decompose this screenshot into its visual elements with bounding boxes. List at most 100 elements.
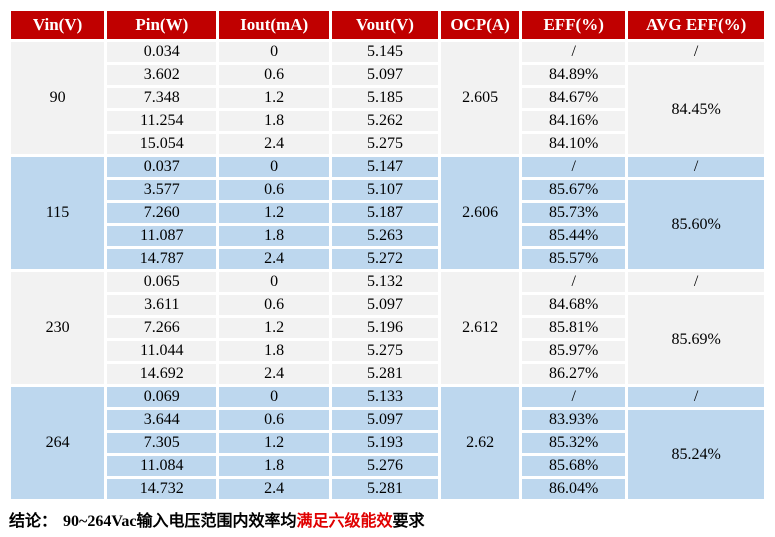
pin-cell: 11.087 (104, 223, 220, 249)
pin-cell: 3.602 (104, 62, 220, 88)
iout-cell: 2.4 (216, 131, 332, 157)
col-header-iout: Iout(mA) (216, 8, 332, 42)
table-row: 230 0.065 0 5.132 2.612// (7, 269, 767, 387)
col-header-ocp: OCP(A) (438, 8, 523, 42)
eff-cell: / (519, 269, 629, 295)
header-row: Vin(V) Pin(W) Iout(mA) Vout(V) OCP(A) EF… (7, 8, 767, 42)
iout-cell: 0.6 (216, 407, 332, 433)
eff-cell: 84.16% (519, 108, 629, 134)
table-row: 11.087 1.8 5.263 85.44% (10, 223, 766, 249)
eff-cell: 85.97% (519, 338, 629, 364)
eff-cell: / (519, 384, 629, 410)
vout-cell: 5.097 (328, 407, 442, 433)
pin-cell: 0.034 (104, 39, 220, 65)
vout-cell: 5.147 (328, 154, 442, 180)
eff-cell: 85.57% (519, 246, 629, 272)
vout-cell: 5.281 (328, 361, 442, 387)
eff-cell: 84.89% (519, 62, 629, 88)
iout-cell: 2.4 (216, 476, 332, 502)
eff-cell: 86.27% (519, 361, 629, 387)
pin-cell: 7.305 (104, 430, 220, 456)
iout-cell: 0 (216, 269, 332, 295)
eff-cell: 85.44% (519, 223, 629, 249)
eff-cell: 85.32% (519, 430, 629, 456)
iout-cell: 0 (216, 384, 332, 410)
vout-cell: 5.185 (328, 85, 442, 111)
iout-cell: 2.4 (216, 361, 332, 387)
vout-cell: 5.097 (328, 62, 442, 88)
pin-cell: 3.577 (104, 177, 220, 203)
pin-cell: 14.732 (104, 476, 220, 502)
table-row: 3.602 0.6 5.097 84.89% 84.45% (10, 62, 767, 157)
iout-cell: 0.6 (216, 62, 332, 88)
col-header-vin: Vin(V) (7, 8, 108, 42)
ocp-cell: 2.605 (438, 39, 523, 157)
eff-cell: / (519, 39, 629, 65)
vout-cell: 5.097 (328, 292, 442, 318)
table-body: 90 0.034 0 5.145 2.605//3.602 0.6 5.097 84.89% 8… (7, 39, 767, 502)
vin-cell: 115 (7, 154, 108, 272)
eff-cell: 85.68% (519, 453, 629, 479)
iout-cell: 1.2 (216, 315, 332, 341)
conclusion-text-before: 90~264Vac输入电压范围内效率均 (63, 513, 297, 530)
vin-cell: 264 (7, 384, 108, 502)
pin-cell: 7.348 (104, 85, 220, 111)
table-row: 15.054 2.4 5.275 84.10% (10, 131, 766, 157)
table-row: 11.084 1.8 5.276 85.68% (10, 453, 766, 479)
vout-cell: 5.263 (328, 223, 442, 249)
eff-cell: / (519, 154, 629, 180)
iout-cell: 1.8 (216, 338, 332, 364)
vout-cell: 5.187 (328, 200, 442, 226)
pin-cell: 0.037 (104, 154, 220, 180)
avg-eff-cell: 85.24% (625, 407, 767, 502)
table-row: 7.348 1.2 5.185 84.67% (10, 85, 766, 111)
iout-cell: 0 (216, 39, 332, 65)
iout-cell: 1.2 (216, 85, 332, 111)
eff-cell: 86.04% (519, 476, 629, 502)
pin-cell: 14.692 (104, 361, 220, 387)
eff-cell: 85.67% (519, 177, 629, 203)
ocp-cell: 2.606 (438, 154, 523, 272)
pin-cell: 14.787 (104, 246, 220, 272)
ocp-cell: 2.612 (438, 269, 523, 387)
iout-cell: 2.4 (216, 246, 332, 272)
iout-cell: 0.6 (216, 292, 332, 318)
efficiency-table: Vin(V) Pin(W) Iout(mA) Vout(V) OCP(A) EF… (7, 8, 767, 502)
avg-eff-cell: 85.69% (625, 292, 767, 387)
pin-cell: 3.611 (104, 292, 220, 318)
conclusion-text-after: 要求 (392, 513, 425, 530)
pin-cell: 15.054 (104, 131, 220, 157)
pin-cell: 0.069 (104, 384, 220, 410)
col-header-eff: EFF(%) (519, 8, 629, 42)
vout-cell: 5.281 (328, 476, 442, 502)
table-row: 3.577 0.6 5.107 85.67% 85.60% (10, 177, 767, 272)
vout-cell: 5.275 (328, 338, 442, 364)
conclusion-line: 结论： 90~264Vac输入电压范围内效率均满足六级能效要求 (9, 507, 767, 531)
vout-cell: 5.107 (328, 177, 442, 203)
table-row: 7.260 1.2 5.187 85.73% (10, 200, 766, 226)
avg-eff-cell: 85.60% (625, 177, 767, 272)
table-row: 11.254 1.8 5.262 84.16% (10, 108, 766, 134)
table-row: 264 0.069 0 5.133 2.62// (7, 384, 767, 502)
table-row: 3.611 0.6 5.097 84.68% 85.69% (10, 292, 767, 387)
iout-cell: 1.8 (216, 223, 332, 249)
avg-eff-slash-cell: / (625, 154, 767, 180)
iout-cell: 0 (216, 154, 332, 180)
col-header-avg-eff: AVG EFF(%) (625, 8, 767, 42)
conclusion-highlight: 满足六级能效 (296, 513, 393, 530)
pin-cell: 0.065 (104, 269, 220, 295)
table-row: 14.732 2.4 5.281 86.04% (10, 476, 766, 502)
pin-cell: 11.044 (104, 338, 220, 364)
conclusion-label: 结论： (9, 513, 58, 530)
eff-cell: 85.81% (519, 315, 629, 341)
vout-cell: 5.196 (328, 315, 442, 341)
pin-cell: 11.254 (104, 108, 220, 134)
table-row: 7.305 1.2 5.193 85.32% (10, 430, 766, 456)
pin-cell: 3.644 (104, 407, 220, 433)
eff-cell: 84.68% (519, 292, 629, 318)
avg-eff-slash-cell: / (625, 384, 767, 410)
avg-eff-slash-cell: / (625, 269, 767, 295)
avg-eff-cell: 84.45% (625, 62, 767, 157)
vin-cell: 90 (7, 39, 108, 157)
